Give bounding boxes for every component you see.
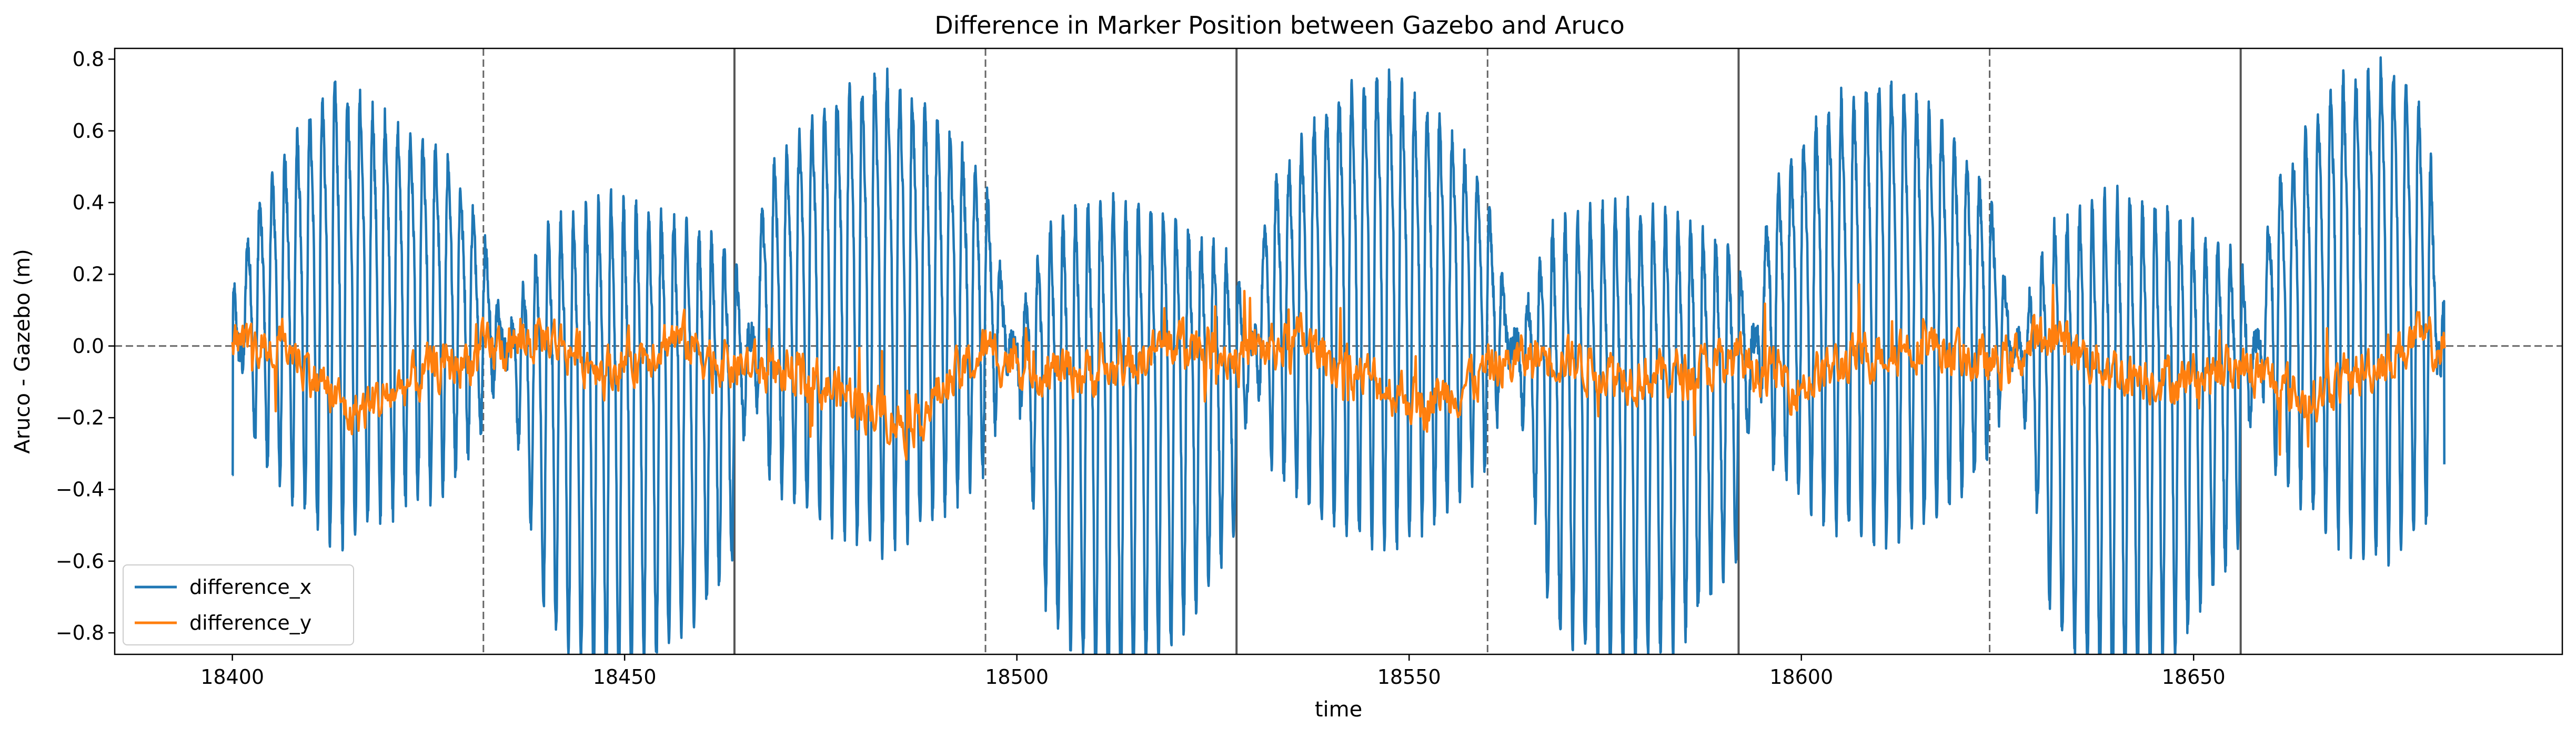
y-tick-label: 0.0	[73, 335, 104, 358]
y-axis-ticks: −0.8 −0.6 −0.4 −0.2 0.0 0.2 0.4 0.6 0.8	[56, 47, 115, 644]
y-axis-label: Aruco - Gazebo (m)	[11, 249, 35, 453]
plot-frame	[114, 47, 2563, 655]
y-tick-label: −0.4	[56, 478, 104, 501]
y-tick-label: 0.2	[73, 262, 104, 286]
chart-title: Difference in Marker Position between Ga…	[934, 11, 1625, 39]
x-tick-label: 18450	[593, 665, 657, 689]
legend: difference_x difference_y	[123, 564, 354, 645]
x-tick-label: 18400	[200, 665, 264, 689]
legend-label-difference-y: difference_y	[189, 611, 311, 634]
y-tick-label: −0.2	[56, 406, 104, 429]
x-axis-ticks: 18400 18450 18500 18550 18600 18650	[200, 654, 2226, 689]
y-tick-label: 0.8	[73, 47, 104, 70]
legend-box	[123, 564, 354, 645]
series-line-difference-x	[232, 56, 2446, 654]
series-line-difference-y	[231, 283, 2446, 461]
legend-label-difference-x: difference_x	[189, 575, 311, 599]
x-tick-label: 18500	[985, 665, 1049, 689]
x-tick-label: 18550	[1377, 665, 1441, 689]
y-tick-label: 0.6	[73, 119, 104, 143]
x-axis-label: time	[1315, 697, 1362, 722]
x-tick-label: 18650	[2162, 665, 2226, 689]
y-tick-label: 0.4	[73, 191, 104, 214]
y-tick-label: −0.8	[56, 621, 104, 644]
x-tick-label: 18600	[1769, 665, 1833, 689]
series-group	[231, 56, 2446, 654]
y-tick-label: −0.6	[56, 550, 104, 573]
